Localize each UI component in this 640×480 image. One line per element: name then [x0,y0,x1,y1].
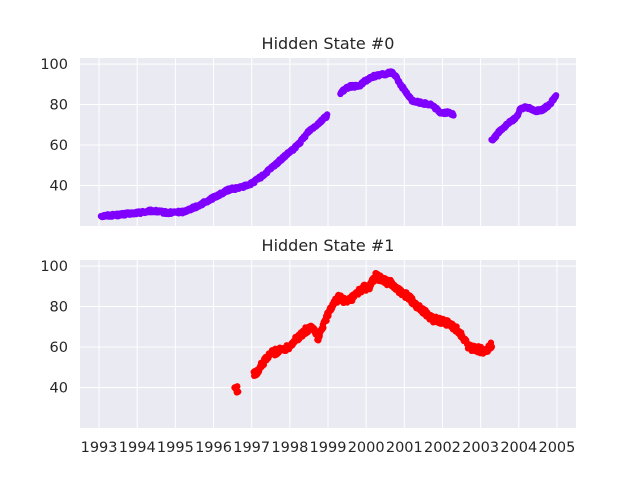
subplot-title: Hidden State #0 [262,34,395,53]
subplot-hidden-state-0: 40 60 80 100 Hidden State #0 [40,34,576,226]
y-tick-label: 80 [50,300,68,316]
x-tick-label: 2001 [386,440,423,456]
data-point [552,92,560,99]
data-point [450,112,457,119]
data-point [488,343,496,350]
data-point [234,388,242,395]
y-tick-label: 80 [50,98,68,114]
data-point [323,317,330,324]
y-tick-label: 60 [50,340,68,356]
x-tick-label: 1996 [195,440,232,456]
x-tick-label: 1997 [233,440,270,456]
x-tick-label: 2000 [348,440,385,456]
x-tick-label: 2005 [538,440,575,456]
x-tick-label: 1993 [81,440,118,456]
y-tick-label: 40 [50,381,68,397]
data-point [320,324,327,331]
x-tick-label: 1998 [271,440,308,456]
y-tick-label: 40 [50,179,68,195]
data-point [323,111,331,118]
y-tick-label: 100 [40,57,68,73]
x-tick-label: 2003 [462,440,499,456]
x-tick-label: 1999 [310,440,347,456]
y-tick-label: 60 [50,138,68,154]
subplot-hidden-state-1: 1993 1994 1995 1996 1997 1998 1999 2000 2001 2002… [40,236,576,456]
y-tick-label: 100 [40,259,68,275]
x-tick-label: 1994 [119,440,156,456]
x-tick-label: 1995 [157,440,194,456]
x-tick-label: 2004 [500,440,537,456]
x-tick-label: 2002 [424,440,461,456]
subplot-title: Hidden State #1 [262,236,395,255]
data-point [234,383,241,390]
